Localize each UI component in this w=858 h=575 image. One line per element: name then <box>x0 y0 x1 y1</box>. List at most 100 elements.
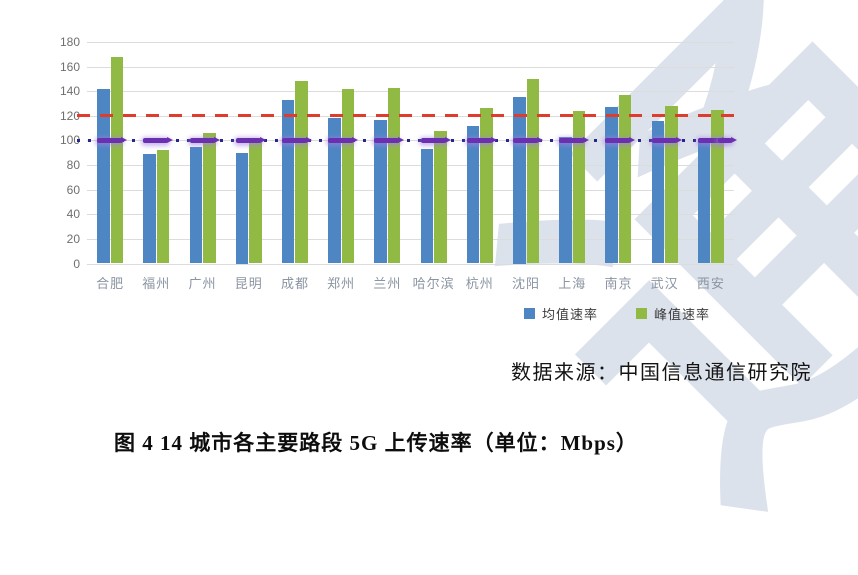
data-source-note: 数据来源：中国信息通信研究院 <box>511 362 812 384</box>
reference-marker-沈阳 <box>513 136 544 143</box>
bar-均值速率-武汉 <box>651 120 665 264</box>
peak-series-swatch <box>636 308 648 319</box>
reference-marker-兰州 <box>374 136 405 143</box>
bar-峰值速率-昆明 <box>249 140 262 264</box>
chart-legend: 均值速率 峰值速率 <box>524 304 710 323</box>
y-axis-tick-label: 140 <box>59 84 80 99</box>
reference-marker-昆明 <box>235 136 266 143</box>
marker-arrow-icon <box>629 136 636 143</box>
reference-marker-郑州 <box>328 136 359 143</box>
bar-峰值速率-哈尔滨 <box>434 130 447 264</box>
bar-均值速率-郑州 <box>328 118 341 264</box>
bar-均值速率-成都 <box>281 99 295 264</box>
reference-marker-成都 <box>281 136 312 143</box>
bar-均值速率-合肥 <box>97 88 110 264</box>
bar-峰值速率-武汉 <box>665 105 678 264</box>
gridline <box>87 189 734 191</box>
reference-marker-武汉 <box>651 136 682 143</box>
x-axis-label-杭州: 杭州 <box>465 275 494 291</box>
bar-峰值速率-杭州 <box>480 108 493 264</box>
y-axis-tick-label: 20 <box>66 231 80 246</box>
x-axis-label-福州: 福州 <box>142 275 171 291</box>
x-axis-label-合肥: 合肥 <box>96 275 125 291</box>
gridline <box>87 214 734 216</box>
bar-均值速率-沈阳 <box>513 97 526 264</box>
marker-arrow-icon <box>398 136 405 143</box>
y-axis-tick-label: 120 <box>59 108 80 123</box>
bar-chart: 0 20 40 60 80 100 120 140 160 180 合肥 福州 广州 昆明 成都 郑州 兰州 哈尔… <box>59 35 737 291</box>
x-axis-label-昆明: 昆明 <box>234 275 263 291</box>
x-axis-label-上海: 上海 <box>558 275 587 291</box>
bar-均值速率-上海 <box>559 136 572 264</box>
mean-series-swatch <box>524 308 535 319</box>
marker-arrow-icon <box>305 136 312 143</box>
bar-峰值速率-郑州 <box>341 88 355 264</box>
x-axis-label-南京: 南京 <box>604 275 633 291</box>
reference-marker-广州 <box>189 136 220 143</box>
bar-峰值速率-福州 <box>156 150 170 264</box>
y-axis-tick-label: 0 <box>73 256 80 271</box>
reference-marker-哈尔滨 <box>420 136 451 143</box>
reference-line-dotted <box>77 138 736 142</box>
bar-均值速率-哈尔滨 <box>420 149 434 264</box>
figure-5g-upload-speed: 通 0 20 40 60 80 100 120 140 160 180 合肥 福州 广州 昆明 成都 郑州 兰州… <box>59 0 858 575</box>
bar-峰值速率-广州 <box>203 133 216 264</box>
bar-峰值速率-成都 <box>295 81 308 264</box>
legend-label-mean: 均值速率 <box>542 307 599 322</box>
marker-arrow-icon <box>213 136 220 143</box>
reference-marker-合肥 <box>97 136 128 143</box>
bar-峰值速率-兰州 <box>387 87 401 264</box>
x-axis-label-武汉: 武汉 <box>650 275 679 291</box>
x-axis-label-西安: 西安 <box>696 275 725 291</box>
bar-峰值速率-沈阳 <box>526 78 540 264</box>
bar-均值速率-昆明 <box>235 152 249 264</box>
bar-峰值速率-南京 <box>618 94 632 264</box>
marker-arrow-icon <box>167 136 174 143</box>
bar-峰值速率-上海 <box>572 110 586 264</box>
marker-arrow-icon <box>352 136 359 143</box>
bar-均值速率-南京 <box>605 107 618 264</box>
reference-line-end-arrow <box>718 136 737 143</box>
marker-arrow-icon <box>490 136 497 143</box>
bar-峰值速率-合肥 <box>110 56 124 264</box>
marker-arrow-icon <box>121 136 128 143</box>
marker-arrow-icon <box>731 136 737 143</box>
bar-峰值速率-西安 <box>711 109 724 264</box>
gridline <box>87 42 734 43</box>
figure-caption: 图 4 14 城市各主要路段 5G 上传速率（单位：Mbps） <box>114 431 638 455</box>
gridline <box>87 165 734 167</box>
y-axis-tick-label: 40 <box>66 207 80 222</box>
marker-arrow-icon <box>444 136 451 143</box>
x-axis-label-成都: 成都 <box>280 275 309 291</box>
y-axis-tick-label: 80 <box>66 158 80 173</box>
legend-label-peak: 峰值速率 <box>654 307 711 322</box>
y-axis-tick-label: 60 <box>66 182 80 197</box>
reference-marker-福州 <box>143 136 174 143</box>
marker-arrow-icon <box>537 136 544 143</box>
x-axis-label-广州: 广州 <box>188 275 217 291</box>
bar-均值速率-兰州 <box>374 119 387 264</box>
legend-item-peak: 峰值速率 <box>636 304 710 323</box>
reference-marker-南京 <box>605 136 636 143</box>
marker-arrow-icon <box>675 136 682 143</box>
bar-均值速率-杭州 <box>466 125 480 264</box>
bar-均值速率-西安 <box>697 139 711 264</box>
gridline <box>87 66 734 68</box>
reference-marker-杭州 <box>466 136 497 143</box>
marker-arrow-icon <box>259 136 266 143</box>
x-axis-label-郑州: 郑州 <box>327 275 356 291</box>
reference-line-red <box>77 114 736 118</box>
y-axis-tick-label: 180 <box>59 35 80 49</box>
bar-均值速率-广州 <box>189 146 203 264</box>
y-axis-tick-label: 100 <box>59 133 80 148</box>
gridline <box>87 91 734 93</box>
gridline <box>87 263 734 265</box>
reference-marker-上海 <box>559 136 590 143</box>
x-axis-label-沈阳: 沈阳 <box>512 275 541 291</box>
y-axis-tick-label: 160 <box>59 59 80 74</box>
marker-arrow-icon <box>583 136 590 143</box>
x-axis-label-哈尔滨: 哈尔滨 <box>412 275 455 291</box>
gridline <box>87 238 734 240</box>
x-axis-label-兰州: 兰州 <box>373 275 402 291</box>
legend-item-mean: 均值速率 <box>524 304 598 323</box>
